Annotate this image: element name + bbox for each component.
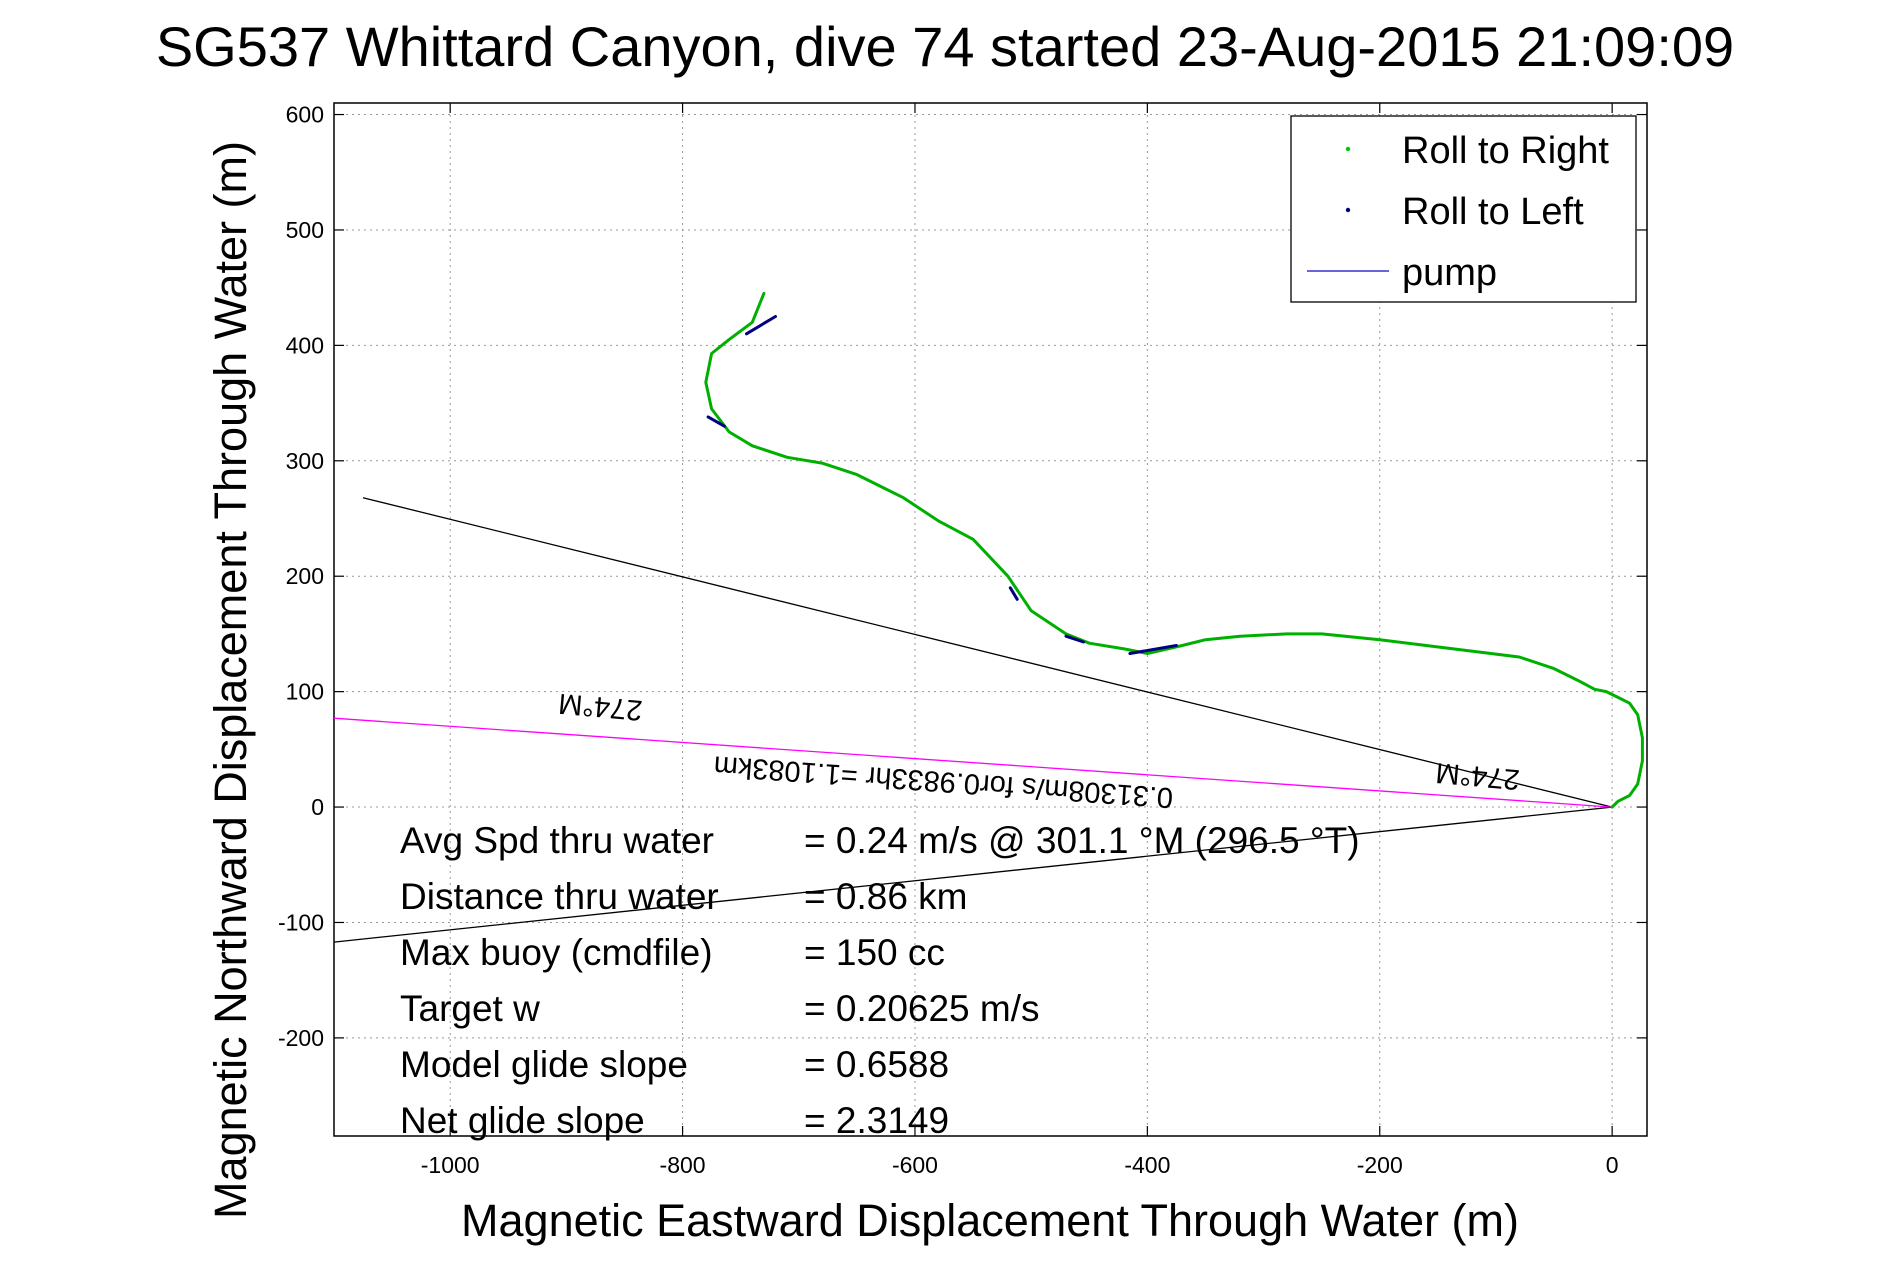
y-tick-label: 0 (311, 794, 324, 820)
reference-line (362, 497, 1613, 808)
stat-value: = 0.24 m/s @ 301.1 °M (296.5 °T) (804, 820, 1360, 861)
x-tick-label: -400 (1124, 1152, 1170, 1178)
x-tick-label: -1000 (421, 1152, 480, 1178)
grid-lines (334, 103, 1647, 1136)
roll-left-segment (1064, 634, 1085, 644)
stats-block: Avg Spd thru water = 0.24 m/s @ 301.1 °M … (400, 820, 1360, 1141)
x-axis-label: Magnetic Eastward Displacement Through W… (461, 1195, 1519, 1246)
stat-value: = 2.3149 (804, 1100, 949, 1141)
stat-label: Model glide slope (400, 1044, 688, 1085)
y-axis-ticks: -200 -100 0 100 200 300 400 500 600 (278, 102, 1647, 1051)
y-tick-label: 500 (286, 217, 324, 243)
y-tick-label: 100 (286, 679, 324, 705)
stat-label: Max buoy (cmdfile) (400, 932, 713, 973)
roll-left-segment (706, 415, 726, 428)
y-tick-label: 200 (286, 563, 324, 589)
stat-value: = 0.20625 m/s (804, 988, 1040, 1029)
stat-value: = 0.6588 (804, 1044, 949, 1085)
legend-marker (1345, 207, 1351, 213)
y-tick-label: 300 (286, 448, 324, 474)
stat-label: Avg Spd thru water (400, 820, 714, 861)
y-tick-label: 600 (286, 102, 324, 128)
trajectory-series (704, 291, 1644, 809)
x-tick-label: 0 (1606, 1152, 1619, 1178)
stat-value: = 0.86 km (804, 876, 968, 917)
heading-annotation: 274°M (1434, 756, 1521, 795)
x-axis-ticks: -1000 -800 -600 -400 -200 0 (421, 103, 1619, 1178)
x-tick-label: -800 (660, 1152, 706, 1178)
reference-line (333, 806, 1613, 943)
roll-left-segment (745, 315, 777, 336)
reference-line (333, 717, 1613, 808)
stat-label: Distance thru water (400, 876, 719, 917)
roll-left-segment (1008, 586, 1019, 601)
y-tick-label: -200 (278, 1025, 324, 1051)
legend-label: Roll to Left (1402, 191, 1584, 233)
y-tick-label: 400 (286, 332, 324, 358)
legend-label: pump (1402, 252, 1497, 294)
heading-annotation: 274°M (557, 687, 644, 726)
x-tick-label: -200 (1357, 1152, 1403, 1178)
legend-marker (1345, 146, 1351, 152)
roll-right-track (704, 291, 1644, 809)
x-tick-label: -600 (892, 1152, 938, 1178)
stat-value: = 150 cc (804, 932, 945, 973)
stat-label: Target w (400, 988, 540, 1029)
roll-left-segment (1128, 644, 1178, 655)
legend-label: Roll to Right (1402, 130, 1609, 172)
legend: Roll to Right Roll to Left pump (1290, 115, 1637, 303)
stat-label: Net glide slope (400, 1100, 645, 1141)
chart-title: SG537 Whittard Canyon, dive 74 started 2… (156, 15, 1734, 78)
y-axis-label: Magnetic Northward Displacement Through … (205, 141, 256, 1219)
y-tick-label: -100 (278, 909, 324, 935)
reference-lines (333, 497, 1613, 943)
